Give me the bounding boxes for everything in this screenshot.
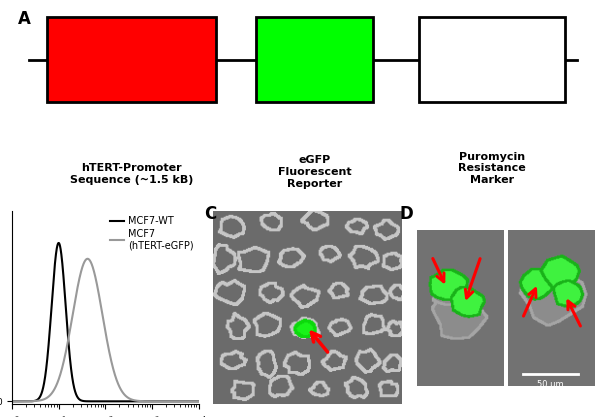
Text: A: A [18, 10, 31, 28]
MCF7-WT [195, 399, 202, 404]
Legend: MCF7-WT, MCF7
(hTERT-eGFP): MCF7-WT, MCF7 (hTERT-eGFP) [110, 216, 194, 251]
MCF7
(hTERT-eGFP) [84, 256, 91, 261]
MCF7
(hTERT-eGFP) [94, 286, 101, 291]
MCF7
(hTERT-eGFP) [8, 399, 16, 404]
MCF7-WT [190, 399, 197, 404]
Text: hTERT-Promoter
Sequence (~1.5 kB): hTERT-Promoter Sequence (~1.5 kB) [70, 163, 193, 185]
Line: MCF7
(hTERT-eGFP): MCF7 (hTERT-eGFP) [12, 259, 199, 401]
MCF7
(hTERT-eGFP) [190, 399, 197, 404]
MCF7-WT [155, 399, 163, 404]
Bar [419, 17, 565, 102]
Text: D: D [399, 206, 413, 224]
MCF7-WT [8, 399, 16, 404]
MCF7
(hTERT-eGFP) [190, 399, 197, 404]
Bar [47, 17, 216, 102]
Text: eGFP
Fluorescent
Reporter: eGFP Fluorescent Reporter [278, 156, 352, 188]
MCF7-WT [190, 399, 197, 404]
MCF7-WT [18, 399, 25, 404]
Text: Puromycin
Resistance
Marker: Puromycin Resistance Marker [458, 152, 526, 185]
Line: MCF7-WT: MCF7-WT [12, 243, 199, 401]
MCF7
(hTERT-eGFP) [18, 399, 25, 404]
Bar [256, 17, 373, 102]
MCF7
(hTERT-eGFP) [99, 314, 106, 319]
MCF7-WT [55, 241, 62, 246]
MCF7
(hTERT-eGFP) [195, 399, 202, 404]
MCF7-WT [99, 399, 106, 404]
MCF7-WT [94, 399, 101, 404]
MCF7
(hTERT-eGFP) [155, 399, 163, 404]
Text: 50 μm: 50 μm [538, 380, 564, 389]
Text: C: C [204, 206, 216, 224]
